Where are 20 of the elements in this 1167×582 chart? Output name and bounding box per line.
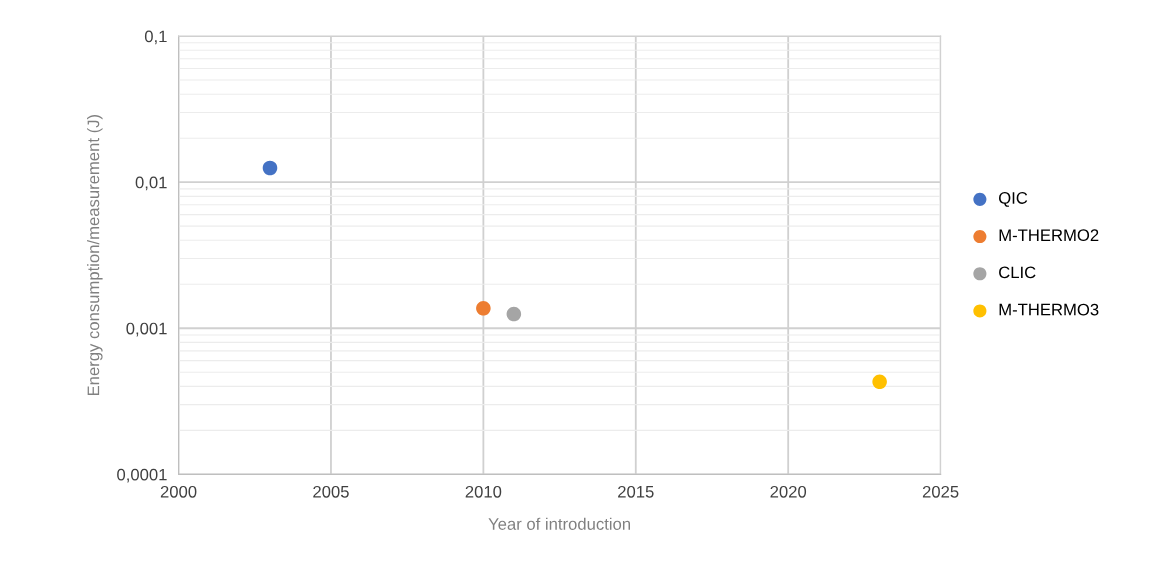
legend-label: CLIC — [999, 266, 1036, 279]
point — [872, 374, 887, 390]
legend-label: QIC — [999, 192, 1028, 207]
x-tick-label: 2020 — [770, 485, 807, 498]
point — [506, 306, 522, 322]
y-axis-title: Energy consumption/measurement (J) — [87, 114, 103, 396]
x-tick-label: 2025 — [922, 485, 959, 498]
point — [262, 160, 278, 176]
y-tick-label: 0,1 — [144, 30, 167, 45]
y-tick-label: 0,001 — [126, 322, 167, 337]
y-tick-label: 0,01 — [135, 176, 167, 191]
x-tick-label: 2010 — [465, 485, 502, 498]
x-axis-title: Year of introduction — [488, 517, 631, 530]
legend-label: M-THERMO2 — [999, 229, 1099, 242]
x-tick-label: 2000 — [160, 485, 197, 498]
legend-label: M-THERMO3 — [999, 303, 1099, 316]
point — [476, 300, 491, 316]
x-tick-label: 2015 — [618, 485, 654, 498]
x-tick-label: 2005 — [313, 485, 349, 498]
y-tick-label: 0,0001 — [117, 468, 167, 483]
